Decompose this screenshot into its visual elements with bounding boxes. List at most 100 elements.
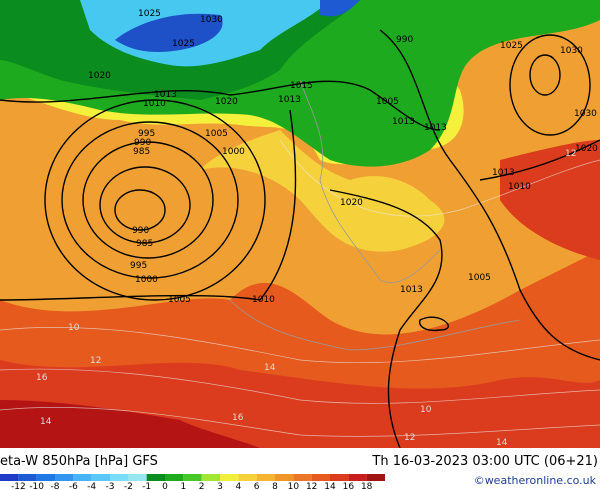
pressure-label: 1005 — [376, 97, 399, 107]
pressure-label: 1005 — [468, 273, 491, 283]
pressure-label: 1000 — [222, 147, 245, 157]
pressure-label: 1013 — [154, 90, 177, 100]
pressure-label: 1020 — [340, 198, 363, 208]
coastline — [229, 299, 521, 351]
pressure-label: 1020 — [575, 144, 598, 154]
legend-swatch — [330, 474, 349, 481]
footer-credit: ©weatheronline.co.uk — [474, 474, 597, 487]
pressure-label: 1005 — [205, 129, 228, 139]
isobar — [114, 189, 166, 231]
temperature-labels: 10 12 14 16 14 16 12 14 10 12 — [36, 149, 576, 448]
legend-label: 10 — [288, 482, 300, 490]
legend-swatch — [256, 474, 275, 481]
pressure-label: 990 — [134, 138, 151, 148]
temperature-label: 16 — [36, 373, 48, 383]
pressure-label: 1020 — [88, 71, 111, 81]
pressure-label: 1005 — [168, 295, 191, 305]
legend-label: 8 — [272, 482, 278, 490]
field — [0, 400, 260, 448]
pressure-label: 985 — [136, 239, 153, 249]
footer-background — [0, 448, 600, 490]
legend-label: 18 — [361, 482, 373, 490]
pressure-label: 1015 — [290, 81, 313, 91]
temperature-label: 10 — [68, 323, 80, 333]
isobar — [99, 166, 191, 244]
temperature-isolines — [0, 139, 600, 437]
legend-label: 4 — [235, 482, 241, 490]
pressure-isobars — [0, 29, 600, 449]
legend-label: -2 — [124, 482, 133, 490]
pressure-label: 1013 — [424, 123, 447, 133]
isotherm — [279, 139, 600, 217]
temperature-label: 16 — [232, 413, 244, 423]
legend-swatch — [128, 474, 147, 481]
temperature-label: 14 — [496, 438, 508, 448]
legend-swatch — [73, 474, 92, 481]
temperature-label: 10 — [420, 405, 432, 415]
pressure-label: 1025 — [500, 41, 523, 51]
temperature-label: 12 — [404, 433, 415, 443]
legend-swatch — [201, 474, 220, 481]
pressure-label: 1025 — [138, 9, 161, 19]
temperature-label: 14 — [40, 417, 52, 427]
field — [200, 130, 445, 252]
pressure-label: 1030 — [200, 15, 223, 25]
legend-label: 12 — [306, 482, 317, 490]
legend-label: 0 — [162, 482, 168, 490]
legend-swatch — [220, 474, 239, 481]
pressure-label: 1013 — [400, 285, 423, 295]
isotherm — [0, 327, 600, 364]
pressure-label: 1030 — [560, 46, 583, 56]
legend-swatch — [366, 474, 385, 481]
legend-swatch — [36, 474, 55, 481]
coastlines — [229, 79, 521, 351]
pressure-label: 990 — [396, 35, 413, 45]
pressure-label: 1013 — [492, 168, 515, 178]
legend-swatch — [183, 474, 202, 481]
isobar — [418, 316, 449, 332]
legend-label: -12 — [11, 482, 26, 490]
pressure-label: 1010 — [143, 99, 166, 109]
temperature-label: 14 — [264, 363, 276, 373]
colorbar: -12 -10 -8 -6 -4 -3 -2 -1 0 1 2 3 4 6 8 10 12 14 16 18 — [0, 474, 385, 490]
legend-label: 6 — [254, 482, 260, 490]
pressure-label: 1020 — [215, 97, 238, 107]
legend-swatch — [348, 474, 367, 481]
isotherm — [0, 368, 600, 404]
pressure-label: 995 — [138, 129, 155, 139]
legend-label: -4 — [87, 482, 96, 490]
legend-swatch — [311, 474, 330, 481]
legend-swatch — [110, 474, 129, 481]
legend-label: -6 — [69, 482, 78, 490]
pressure-label: 1013 — [392, 117, 415, 127]
pressure-label: 1010 — [508, 182, 531, 192]
legend-label: -1 — [142, 482, 151, 490]
temperature-label: 12 — [565, 149, 576, 159]
legend-label: 3 — [217, 482, 223, 490]
isobar — [509, 34, 591, 136]
map-fields — [0, 0, 600, 448]
legend-label: 14 — [324, 482, 336, 490]
isobar — [82, 141, 214, 259]
legend-label: 16 — [343, 482, 355, 490]
field — [320, 0, 360, 17]
legend-swatch — [165, 474, 184, 481]
legend-label: -10 — [29, 482, 44, 490]
isobar — [61, 121, 239, 279]
coastline — [299, 79, 441, 283]
isotherm — [0, 406, 600, 437]
legend-label: 1 — [180, 482, 186, 490]
isobar — [479, 139, 600, 181]
pressure-label: 1030 — [574, 109, 597, 119]
legend-swatch — [0, 474, 19, 481]
legend-swatch — [238, 474, 257, 481]
pressure-label: 1000 — [135, 275, 158, 285]
isobar — [44, 99, 266, 301]
pressure-label: 1013 — [278, 95, 301, 105]
legend-swatch — [91, 474, 110, 481]
pressure-labels: 1025 1030 1025 1020 1020 1013 1010 995 9… — [88, 9, 598, 305]
legend-swatch — [18, 474, 37, 481]
pressure-label: 1025 — [172, 39, 195, 49]
isobar — [529, 54, 561, 96]
